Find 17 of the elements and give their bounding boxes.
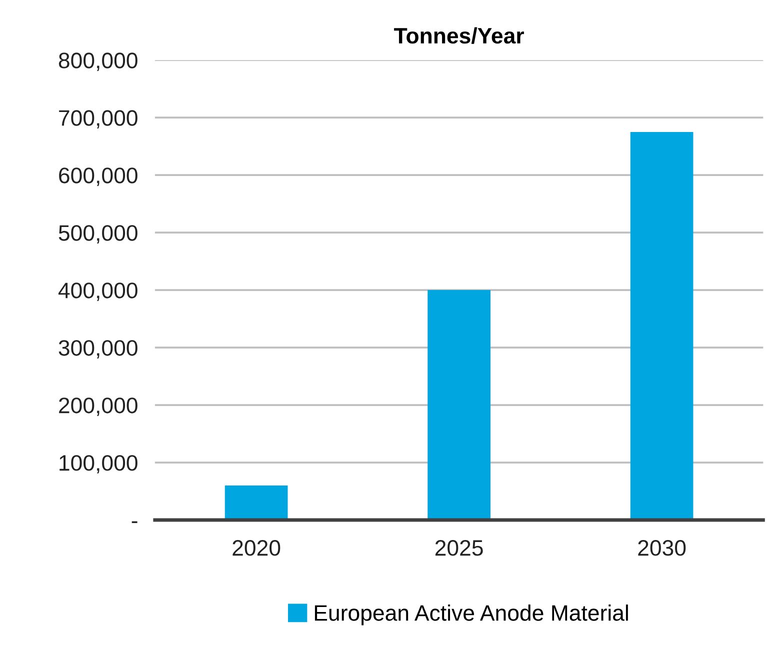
x-tick-label: 2030 xyxy=(638,540,686,556)
y-tick-label: 800,000 xyxy=(58,52,138,71)
y-tick-label: 400,000 xyxy=(58,282,138,301)
bar xyxy=(630,132,694,520)
chart-title: Tonnes/Year xyxy=(394,27,524,44)
y-tick-label: 200,000 xyxy=(59,398,138,416)
y-tick-label: 300,000 xyxy=(58,340,138,358)
bar xyxy=(428,290,490,520)
y-tick-label: 100,000 xyxy=(60,455,138,474)
y-tick-label: - xyxy=(132,521,138,524)
legend-label: European Active Anode Material xyxy=(314,604,628,626)
y-tick-label: 500,000 xyxy=(58,225,138,244)
bar xyxy=(224,486,288,520)
x-tick-label: 2025 xyxy=(435,540,483,556)
x-tick-label: 2020 xyxy=(232,540,280,556)
y-tick-label: 600,000 xyxy=(59,168,138,186)
y-tick-label: 700,000 xyxy=(59,110,138,128)
